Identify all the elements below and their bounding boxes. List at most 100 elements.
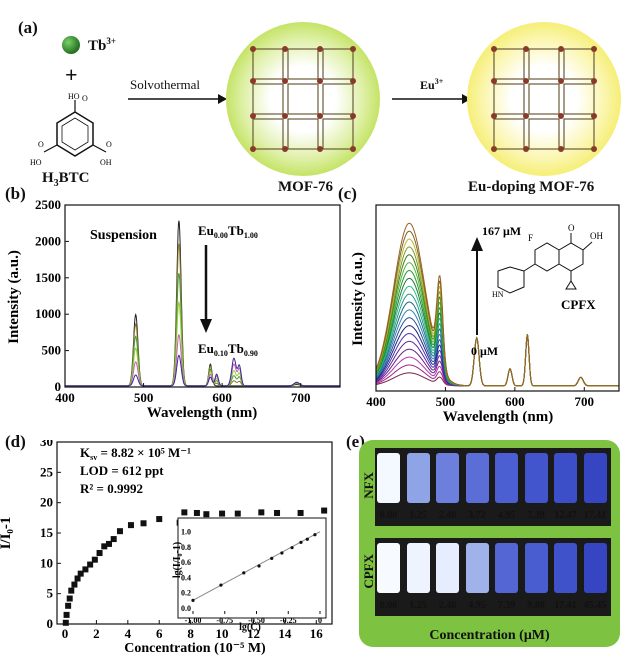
chart-d-ylabel: I/I₀-1 <box>0 517 14 550</box>
chart-b-series-2 <box>65 272 340 387</box>
vial-nfx-5 <box>524 453 548 503</box>
inset-ylabel: lg(I/I₀-1) <box>172 542 183 578</box>
chart-d-xtick: 0 <box>62 626 69 641</box>
inset-ytick: 0.8 <box>181 543 191 552</box>
inset-xtick: 0 <box>318 616 322 625</box>
chart-b-top-label: Eu0.00Tb1.00 <box>198 223 258 240</box>
inset-xtick: -0.50 <box>248 616 265 625</box>
chart-b-ytick: 0 <box>55 379 62 394</box>
panel-label-a: (a) <box>18 18 38 37</box>
vial-value-cpfx-4: 7.39 <box>497 600 516 611</box>
chart-c: 400 500 600 700 Intensity (a.u.) Wavelength… <box>350 204 620 425</box>
chart-d-point <box>66 595 73 602</box>
chart-d-point <box>71 581 78 588</box>
chart-c-bottom-label: 0 μM <box>471 344 498 358</box>
chart-c-xtick: 700 <box>575 394 595 409</box>
chart-d-xtick: 6 <box>156 626 163 641</box>
chart-d-point <box>110 536 117 543</box>
chart-d-ytick: 30 <box>40 440 53 449</box>
chart-b-xlabel: Wavelength (nm) <box>147 405 257 421</box>
inset-point <box>299 540 303 544</box>
chart-d-point <box>234 510 241 517</box>
chart-c-top-label: 167 μM <box>482 224 521 238</box>
chart-b-ylabel: Intensity (a.u.) <box>6 250 22 344</box>
inset-xtick: -1.00 <box>185 616 202 625</box>
chart-d-ytick: 10 <box>40 555 53 570</box>
chart-d-r2: R² = 0.9992 <box>80 481 143 496</box>
arrow-solvothermal <box>128 94 227 104</box>
svg-text:HO: HO <box>30 158 42 167</box>
inset-point <box>257 564 261 568</box>
vial-value-nfx-3: 3.72 <box>468 510 486 521</box>
mof76-framework <box>250 46 356 152</box>
chart-b: 400 500 600 700 0 500 1000 1500 2000 2500 Intensi… <box>6 197 341 421</box>
chart-d-xlabel: Concentration (10⁻⁵ M) <box>124 641 266 656</box>
mof76-label: MOF-76 <box>278 179 333 195</box>
inset-ytick: 0.0 <box>181 604 191 613</box>
chart-d-point <box>258 509 265 516</box>
chart-b-ytick: 500 <box>42 343 62 358</box>
vial-value-nfx-1: 1.25 <box>409 510 427 521</box>
chart-d-xtick: 16 <box>310 626 324 641</box>
chart-d-point <box>68 587 75 594</box>
chart-d-ytick: 5 <box>47 586 54 601</box>
vial-nfx-6 <box>554 453 577 503</box>
chart-d-point <box>82 566 89 573</box>
chart-c-series-19 <box>375 222 619 387</box>
chart-c-xtick: 500 <box>436 394 456 409</box>
chart-d-point <box>77 570 84 577</box>
inset-ytick: 0.2 <box>181 589 191 598</box>
vial-value-nfx-6: 12.47 <box>554 510 577 521</box>
chart-d-ytick: 15 <box>40 525 54 540</box>
vial-cpfx-0 <box>377 543 400 593</box>
chart-d-point <box>181 509 188 516</box>
chart-c-ylabel: Intensity (a.u.) <box>350 252 366 346</box>
chart-d-ytick: 20 <box>40 495 53 510</box>
chart-d-point <box>127 522 134 529</box>
chart-b-series-5 <box>65 354 340 387</box>
panel-label-c: (c) <box>338 184 357 203</box>
chart-d-ytick: 25 <box>40 464 54 479</box>
cpfx-label: CPFX <box>561 297 596 312</box>
vial-value-nfx-0: 0.00 <box>379 510 398 521</box>
chart-b-ytick: 2000 <box>35 233 61 248</box>
inset-xlabel: lg(C) <box>239 622 261 633</box>
chart-b-ytick: 2500 <box>35 197 61 212</box>
chart-d-point <box>63 611 70 618</box>
vial-value-cpfx-3: 4.95 <box>468 600 486 611</box>
chart-b-xtick: 400 <box>55 390 75 405</box>
vial-cpfx-4 <box>495 543 518 593</box>
inset-point <box>270 556 274 560</box>
chart-d-point <box>321 507 328 514</box>
vial-value-nfx-5: 7.39 <box>527 510 545 521</box>
plus-sign: + <box>65 62 78 87</box>
chart-b-ytick: 1500 <box>35 270 61 285</box>
vial-value-cpfx-2: 2.48 <box>438 600 457 611</box>
btc-structure: HO O HOO OHO <box>30 92 112 167</box>
vial-cpfx-5 <box>524 543 548 593</box>
vial-value-nfx-4: 4.95 <box>497 510 516 521</box>
chart-d-ytick: 0 <box>47 616 54 631</box>
cpfx-structure <box>497 233 593 294</box>
tb-ion-label: Tb3+ <box>88 36 116 54</box>
inset-ytick: 1.0 <box>181 528 191 537</box>
chart-d-point <box>74 575 81 582</box>
chart-d-point <box>140 520 147 527</box>
chart-d-point <box>297 509 304 516</box>
chart-c-xlabel: Wavelength (nm) <box>443 409 553 425</box>
chart-c-xtick: 400 <box>366 394 386 409</box>
cpfx-hn: HN <box>492 290 504 299</box>
inset-ytick: 0.6 <box>181 558 191 567</box>
chart-d-xtick: 8 <box>187 626 194 641</box>
chart-b-bottom-label: Eu0.10Tb0.90 <box>198 341 258 358</box>
vial-value-nfx-2: 2.48 <box>438 510 457 521</box>
chart-d-xtick: 14 <box>278 626 292 641</box>
svg-text:O: O <box>106 140 112 149</box>
chart-d-xtick: 12 <box>247 626 260 641</box>
svg-text:O: O <box>38 140 44 149</box>
vial-value-cpfx-0: 0.00 <box>379 600 398 611</box>
vial-value-cpfx-1: 1.25 <box>409 600 427 611</box>
chart-d-xtick: 2 <box>93 626 100 641</box>
chart-d-point <box>219 510 226 517</box>
